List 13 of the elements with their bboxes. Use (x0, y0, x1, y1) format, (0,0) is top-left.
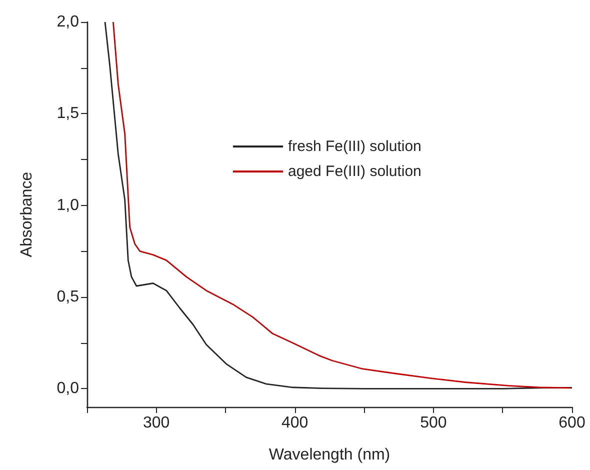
x-tick-label: 600 (558, 414, 586, 432)
x-tick-label: 400 (282, 414, 308, 432)
y-tick-label: 0,0 (56, 380, 80, 398)
x-tick-label: 300 (142, 414, 170, 432)
y-tick-label: 1,0 (56, 196, 80, 214)
y-axis-title: Absorbance (18, 172, 36, 258)
legend-label: fresh Fe(III) solution (288, 138, 422, 155)
y-tick-label: 1,5 (56, 105, 80, 122)
x-axis-title: Wavelength (nm) (268, 446, 390, 464)
y-tick-label: 0,5 (56, 288, 80, 306)
x-tick-label: 500 (420, 414, 447, 432)
y-tick-label: 2,0 (56, 14, 80, 30)
legend-label: aged Fe(III) solution (288, 163, 422, 180)
